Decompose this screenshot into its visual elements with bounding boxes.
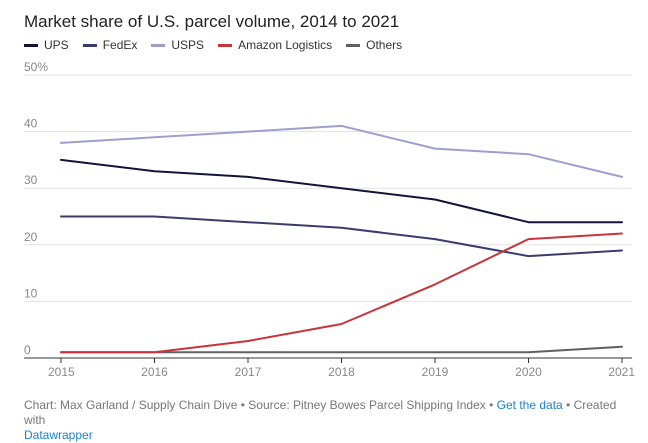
- get-the-data-link[interactable]: Get the data: [496, 398, 563, 412]
- x-tick-label-2015: 2015: [48, 365, 75, 379]
- x-tick-label-2019: 2019: [422, 365, 449, 379]
- y-tick-label-40: 40: [24, 117, 38, 131]
- legend-label-usps: USPS: [171, 38, 205, 52]
- legend-label-amazon-logistics: Amazon Logistics: [238, 38, 333, 52]
- legend-label-ups: UPS: [44, 38, 69, 52]
- legend-swatch-usps: [151, 43, 166, 47]
- legend-item-ups: UPS: [24, 38, 69, 52]
- legend-item-usps: USPS: [151, 38, 204, 52]
- x-tick-label-2016: 2016: [141, 365, 168, 379]
- legend-swatch-others: [346, 43, 361, 47]
- series-line-ups: [60, 158, 623, 224]
- y-tick-label-50: 50%: [24, 60, 48, 74]
- x-tick-label-2018: 2018: [328, 365, 355, 379]
- footer-separator: • Created with: [24, 398, 617, 427]
- x-tick-label-2020: 2020: [515, 365, 542, 379]
- legend-swatch-ups: [24, 43, 38, 47]
- x-tick-label-2017: 2017: [235, 365, 262, 379]
- series-line-amazon-logistics: [60, 232, 623, 354]
- legend-swatch-fedex: [82, 43, 97, 47]
- legend-item-others: Others: [346, 38, 402, 52]
- legend-label-fedex: FedEx: [102, 38, 138, 52]
- legend-item-amazon-logistics: Amazon Logistics: [218, 38, 332, 52]
- footer-credit: Chart: Max Garland / Supply Chain Dive •…: [24, 398, 494, 412]
- series-line-usps: [60, 124, 623, 178]
- series-line-fedex: [60, 215, 623, 258]
- y-tick-label-20: 20: [24, 230, 38, 244]
- y-tick-label-10: 10: [24, 286, 38, 300]
- legend-swatch-amazon-logistics: [218, 43, 233, 47]
- chart-footer: Chart: Max Garland / Supply Chain Dive •…: [24, 398, 634, 443]
- datawrapper-link[interactable]: Datawrapper: [24, 428, 93, 442]
- y-tick-label-0: 0: [24, 343, 31, 357]
- x-tick-label-2021: 2021: [608, 365, 635, 379]
- legend: UPS FedEx USPS Amazon Logistics Others: [24, 38, 402, 52]
- line-chart: 0 10 20 30 40 50% 2015 2016 2017 2018 2019 2020 2021: [24, 60, 635, 379]
- chart-title: Market share of U.S. parcel volume, 2014…: [24, 12, 400, 31]
- legend-item-fedex: FedEx: [82, 38, 138, 52]
- legend-label-others: Others: [366, 38, 403, 52]
- y-tick-label-30: 30: [24, 173, 38, 187]
